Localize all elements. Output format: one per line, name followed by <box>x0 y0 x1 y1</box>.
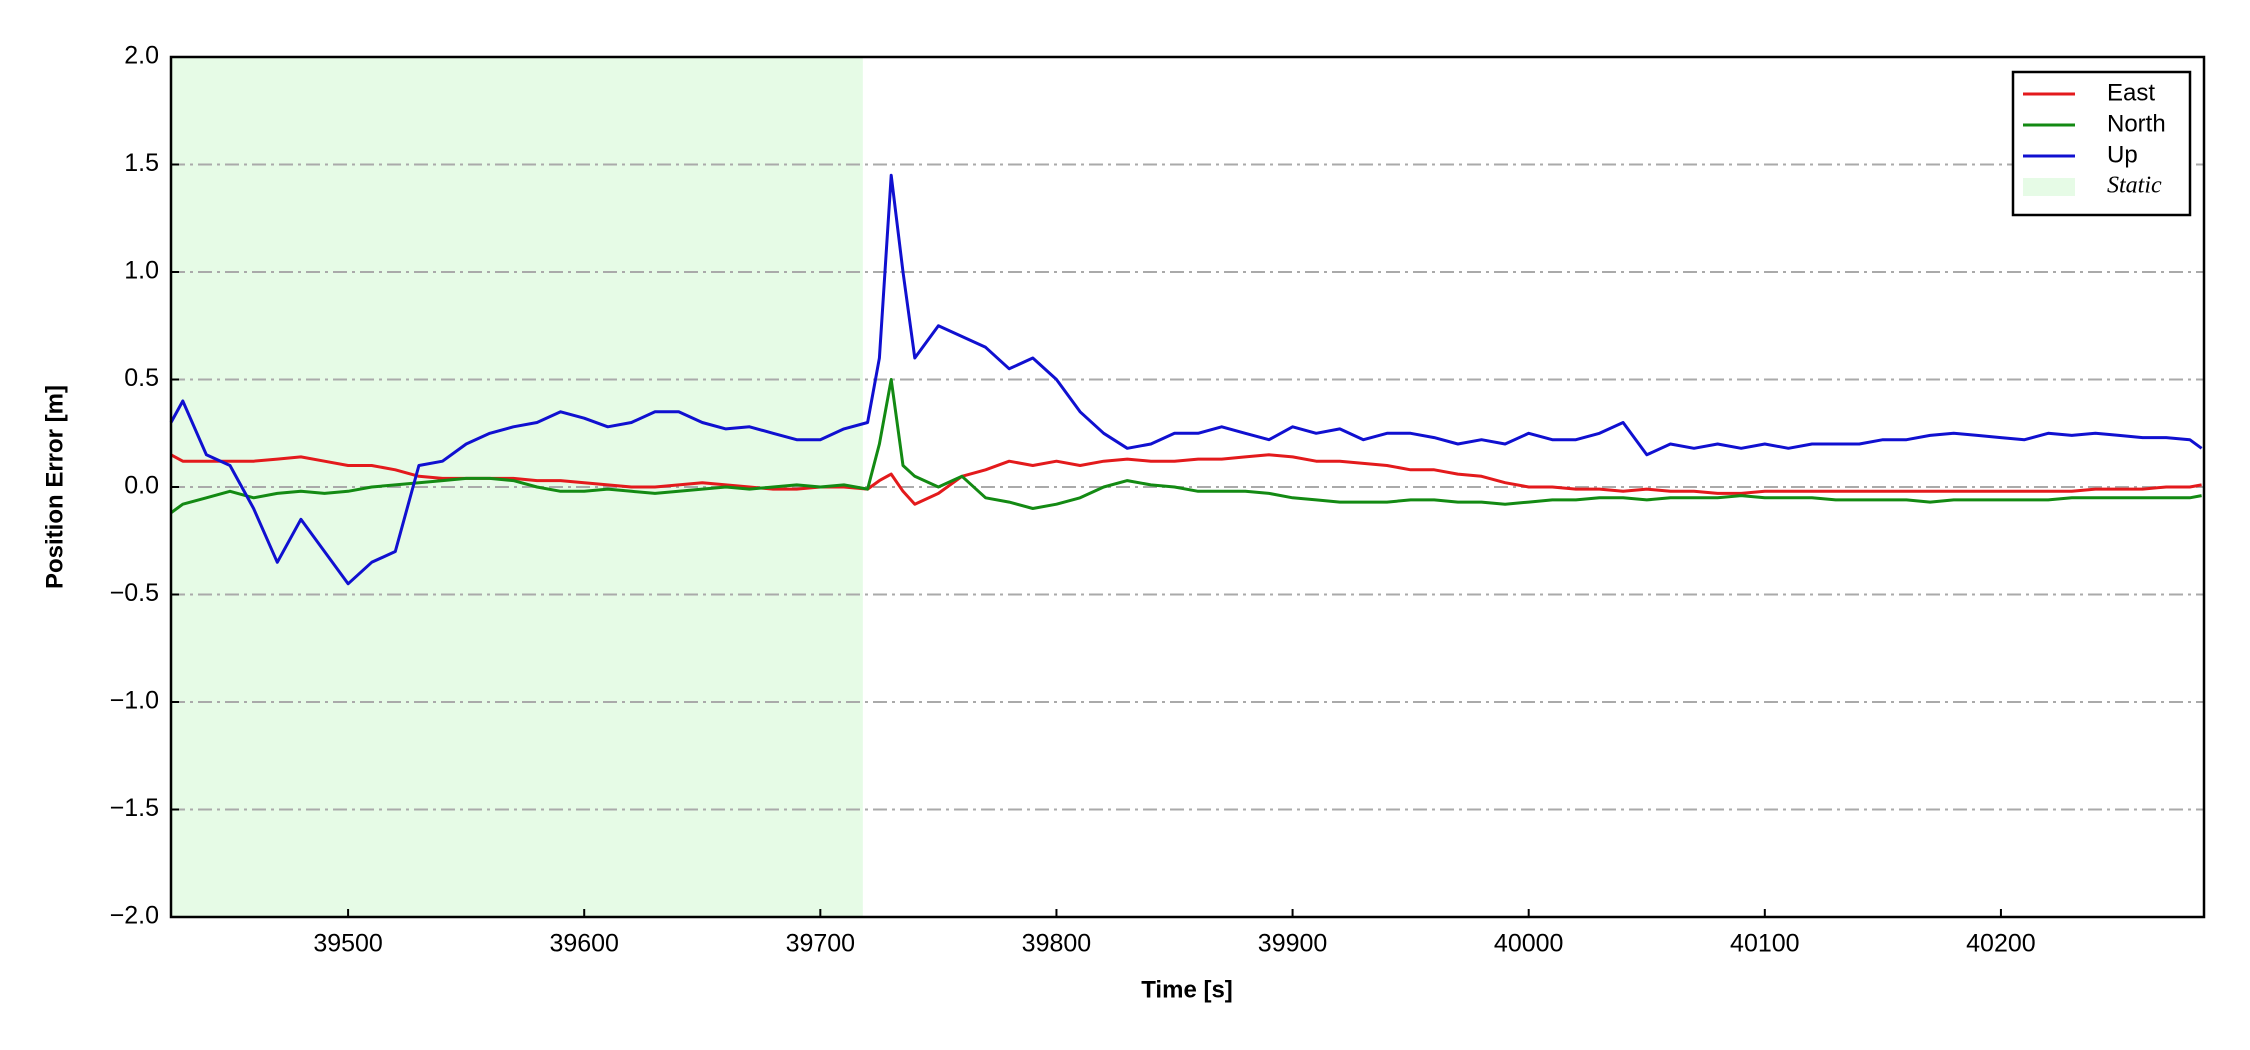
series-line <box>170 378 2202 515</box>
x-tick-label: 39900 <box>1258 930 1328 958</box>
legend-label: Up <box>2107 141 2138 168</box>
legend-label: North <box>2107 110 2166 137</box>
series-line <box>169 173 2203 586</box>
x-tick-label: 39600 <box>549 930 619 958</box>
y-tick-label: 1.5 <box>124 149 159 177</box>
legend-label: East <box>2107 79 2155 106</box>
legend-label: Static <box>2107 173 2162 199</box>
y-tick-label: −2.0 <box>110 902 159 930</box>
y-tick-label: 0.5 <box>124 364 159 392</box>
y-axis-label: Position Error [m] <box>41 385 68 589</box>
x-axis-label: Time [s] <box>1141 976 1233 1003</box>
x-tick-label: 39800 <box>1022 930 1092 958</box>
x-tick-label: 39700 <box>786 930 856 958</box>
y-tick-label: −0.5 <box>110 579 159 607</box>
y-tick-label: 0.0 <box>124 472 159 500</box>
x-tick-label: 40000 <box>1494 930 1564 958</box>
x-tick-label: 40100 <box>1730 930 1800 958</box>
y-tick-label: −1.5 <box>110 794 159 822</box>
series-line <box>170 453 2202 506</box>
x-tick-label: 40200 <box>1966 930 2036 958</box>
plot-frame <box>169 55 2206 919</box>
y-tick-label: 1.0 <box>124 257 159 285</box>
legend-swatch <box>2023 178 2075 196</box>
x-tick-label: 39500 <box>313 930 383 958</box>
y-tick-label: 2.0 <box>124 42 159 70</box>
y-tick-label: −1.0 <box>110 687 159 715</box>
